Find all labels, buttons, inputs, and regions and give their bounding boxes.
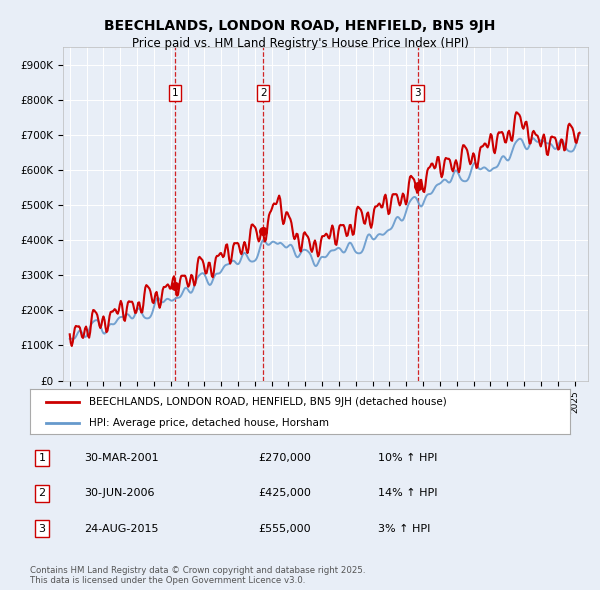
Text: 10% ↑ HPI: 10% ↑ HPI: [378, 453, 437, 463]
Text: Price paid vs. HM Land Registry's House Price Index (HPI): Price paid vs. HM Land Registry's House …: [131, 37, 469, 50]
Text: BEECHLANDS, LONDON ROAD, HENFIELD, BN5 9JH: BEECHLANDS, LONDON ROAD, HENFIELD, BN5 9…: [104, 19, 496, 33]
Text: 1: 1: [172, 88, 178, 98]
Text: 2: 2: [260, 88, 266, 98]
Text: £425,000: £425,000: [258, 489, 311, 498]
Text: BEECHLANDS, LONDON ROAD, HENFIELD, BN5 9JH (detached house): BEECHLANDS, LONDON ROAD, HENFIELD, BN5 9…: [89, 397, 447, 407]
Text: 14% ↑ HPI: 14% ↑ HPI: [378, 489, 437, 498]
Text: 3: 3: [414, 88, 421, 98]
Text: 30-JUN-2006: 30-JUN-2006: [84, 489, 155, 498]
Text: 3% ↑ HPI: 3% ↑ HPI: [378, 524, 430, 533]
Text: £555,000: £555,000: [258, 524, 311, 533]
Text: 24-AUG-2015: 24-AUG-2015: [84, 524, 158, 533]
Text: 1: 1: [38, 453, 46, 463]
Text: 30-MAR-2001: 30-MAR-2001: [84, 453, 158, 463]
Text: £270,000: £270,000: [258, 453, 311, 463]
Text: Contains HM Land Registry data © Crown copyright and database right 2025.
This d: Contains HM Land Registry data © Crown c…: [30, 566, 365, 585]
Text: HPI: Average price, detached house, Horsham: HPI: Average price, detached house, Hors…: [89, 418, 329, 428]
Text: 3: 3: [38, 524, 46, 533]
Text: 2: 2: [38, 489, 46, 498]
